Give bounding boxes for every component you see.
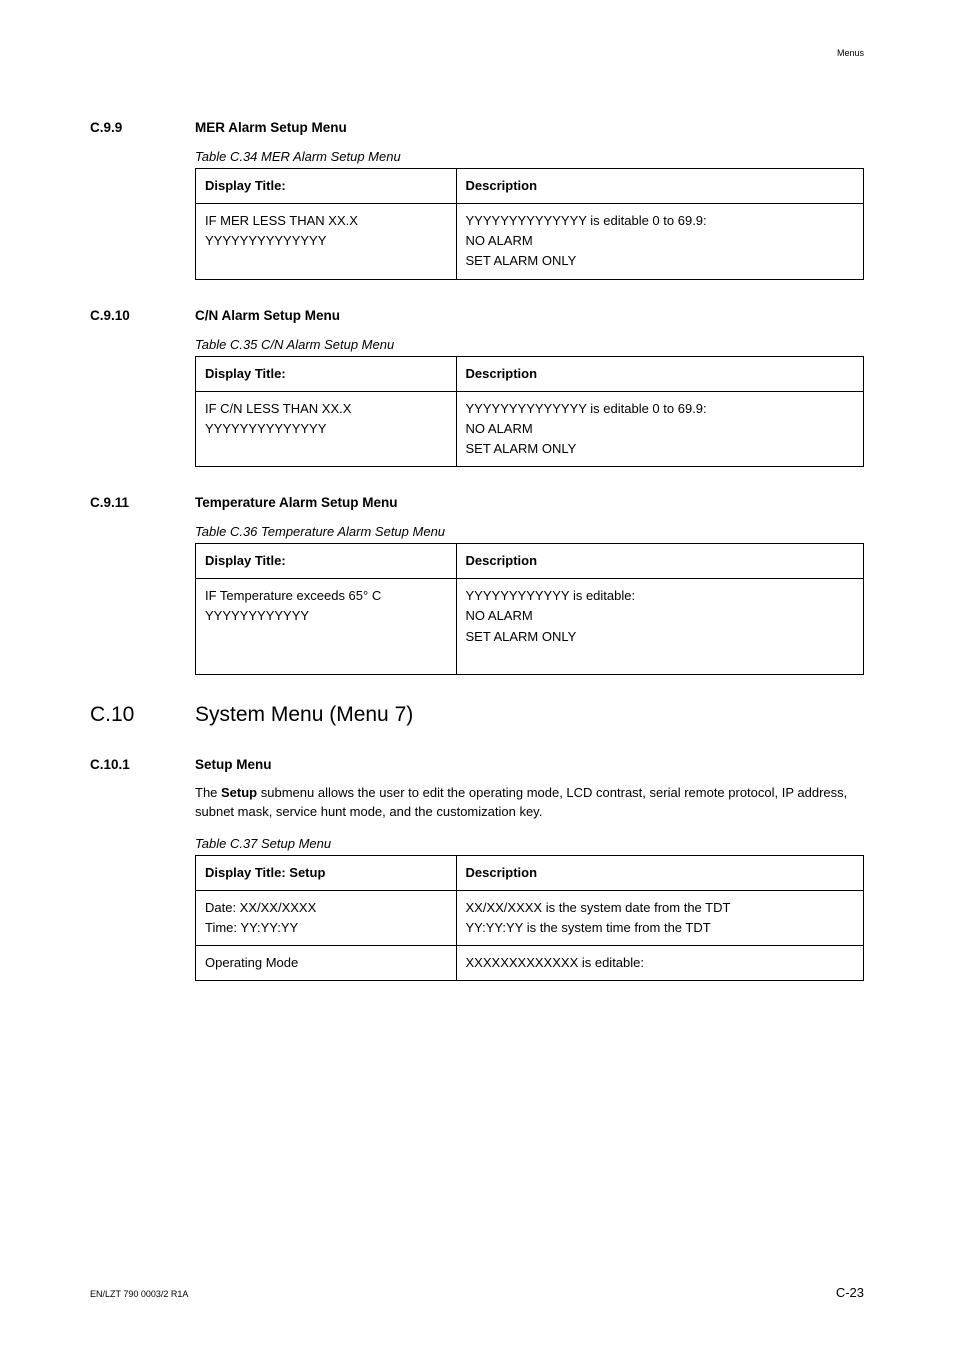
table-cell: IF Temperature exceeds 65° CYYYYYYYYYYYY	[196, 579, 457, 675]
section-c101: C.10.1 Setup Menu The Setup submenu allo…	[90, 757, 864, 981]
section-number: C.9.9	[90, 120, 195, 280]
section-number: C.9.10	[90, 308, 195, 468]
table-c35: Display Title: Description IF C/N LESS T…	[195, 356, 864, 468]
section-title: Temperature Alarm Setup Menu	[195, 495, 864, 510]
table-header: Description	[456, 855, 863, 890]
section-number: C.9.11	[90, 495, 195, 675]
table-header: Display Title:	[196, 169, 457, 204]
section-title: C/N Alarm Setup Menu	[195, 308, 864, 323]
header-label: Menus	[837, 48, 864, 58]
table-caption: Table C.35 C/N Alarm Setup Menu	[195, 337, 864, 352]
table-header: Display Title:	[196, 544, 457, 579]
table-c36: Display Title: Description IF Temperatur…	[195, 543, 864, 675]
section-title: System Menu (Menu 7)	[195, 703, 864, 727]
paragraph: The Setup submenu allows the user to edi…	[195, 784, 864, 822]
footer-page-number: C-23	[836, 1285, 864, 1300]
table-cell: IF C/N LESS THAN XX.XYYYYYYYYYYYYYY	[196, 391, 457, 466]
table-cell: Operating Mode	[196, 945, 457, 980]
footer-doc-id: EN/LZT 790 0003/2 R1A	[90, 1289, 188, 1299]
table-caption: Table C.36 Temperature Alarm Setup Menu	[195, 524, 864, 539]
table-header: Display Title: Setup	[196, 855, 457, 890]
table-caption: Table C.34 MER Alarm Setup Menu	[195, 149, 864, 164]
table-cell: XX/XX/XXXX is the system date from the T…	[456, 890, 863, 945]
table-cell: IF MER LESS THAN XX.XYYYYYYYYYYYYYY	[196, 204, 457, 279]
table-header: Description	[456, 544, 863, 579]
section-c911: C.9.11 Temperature Alarm Setup Menu Tabl…	[90, 495, 864, 675]
table-cell: YYYYYYYYYYYYYY is editable 0 to 69.9:NO …	[456, 391, 863, 466]
section-c99: C.9.9 MER Alarm Setup Menu Table C.34 ME…	[90, 120, 864, 280]
table-header: Description	[456, 356, 863, 391]
table-header: Display Title:	[196, 356, 457, 391]
section-title: Setup Menu	[195, 757, 864, 772]
table-caption: Table C.37 Setup Menu	[195, 836, 864, 851]
table-header: Description	[456, 169, 863, 204]
table-cell: Date: XX/XX/XXXXTime: YY:YY:YY	[196, 890, 457, 945]
table-cell: YYYYYYYYYYYY is editable:NO ALARMSET ALA…	[456, 579, 863, 675]
table-c34: Display Title: Description IF MER LESS T…	[195, 168, 864, 280]
section-c10: C.10 System Menu (Menu 7)	[90, 703, 864, 727]
footer: EN/LZT 790 0003/2 R1A C-23	[90, 1285, 864, 1300]
section-title: MER Alarm Setup Menu	[195, 120, 864, 135]
section-number: C.10.1	[90, 757, 195, 981]
section-number: C.10	[90, 703, 195, 727]
table-cell: XXXXXXXXXXXXX is editable:	[456, 945, 863, 980]
table-c37: Display Title: Setup Description Date: X…	[195, 855, 864, 982]
table-cell: YYYYYYYYYYYYYY is editable 0 to 69.9:NO …	[456, 204, 863, 279]
section-c910: C.9.10 C/N Alarm Setup Menu Table C.35 C…	[90, 308, 864, 468]
